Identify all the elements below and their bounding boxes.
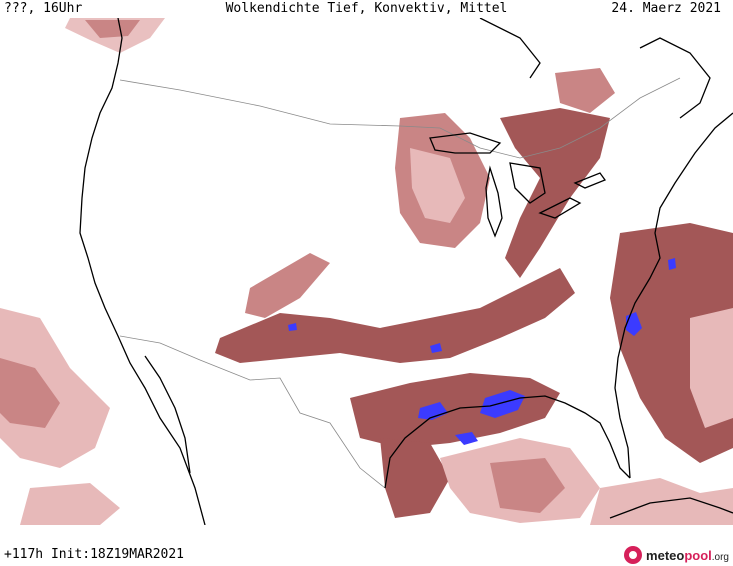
map-title: Wolkendichte Tief, Konvektiv, Mittel [225, 1, 508, 16]
logo-mark-icon [624, 546, 643, 564]
convective-core-houston [455, 432, 478, 445]
coast-lake-ontario [573, 172, 607, 189]
cloud-area-texas-coast [380, 438, 450, 518]
cloud-area-gulf-mid [490, 458, 565, 513]
valid-day-label: ???, 16Uhr [4, 1, 83, 16]
cloud-fields [0, 18, 733, 525]
logo-text-meteo: meteo [646, 547, 685, 563]
convective-core-carolina [626, 312, 642, 336]
convective-core-louisiana [480, 390, 525, 418]
coast-lake-huron [509, 162, 546, 204]
coast-lake-erie [538, 197, 582, 219]
cloud-density-map [0, 18, 733, 525]
coast-cuba [609, 497, 733, 519]
cloud-area-atlantic-light [690, 308, 733, 428]
cloud-area-central-band [215, 268, 575, 363]
border-us-mexico [119, 335, 386, 489]
cloud-area-east-pacific [0, 308, 110, 468]
coastlines [79, 18, 733, 525]
coast-lake-michigan [485, 165, 503, 238]
convective-core-plains [288, 323, 297, 331]
cloud-area-gulf-coast [350, 373, 560, 448]
cloud-area-great-lakes-light [410, 148, 465, 223]
coast-pacific [79, 18, 206, 525]
cloud-area-east-pacific-south [20, 483, 120, 525]
valid-date-label: 24. Maerz 2021 [611, 1, 721, 16]
cloud-area-quebec [555, 68, 615, 113]
logo-text-org: .org [711, 551, 729, 563]
cloud-area-northeast [500, 108, 610, 278]
meteopool-logo[interactable]: meteopool.org [624, 544, 729, 566]
convective-core-missouri [430, 343, 442, 353]
convective-core-virginia [668, 258, 676, 270]
cloud-area-plains-streaks [245, 253, 330, 318]
logo-text-pool: pool [684, 547, 712, 563]
coast-gulf [384, 395, 631, 489]
coast-labrador [639, 37, 711, 119]
cloud-area-pacific-nw-dense [85, 20, 140, 38]
coast-atlantic [614, 112, 733, 479]
cloud-area-east-pacific-mid [0, 358, 60, 428]
border-us-canada [119, 77, 681, 159]
coast-baja [144, 355, 191, 474]
convective-cores [288, 258, 676, 445]
convective-core-texas [418, 402, 448, 420]
coast-lake-superior [429, 132, 502, 154]
coast-hudson-bay-south [479, 18, 541, 79]
forecast-init-label: +117h Init:18Z19MAR2021 [4, 547, 185, 562]
country-borders [119, 77, 681, 489]
